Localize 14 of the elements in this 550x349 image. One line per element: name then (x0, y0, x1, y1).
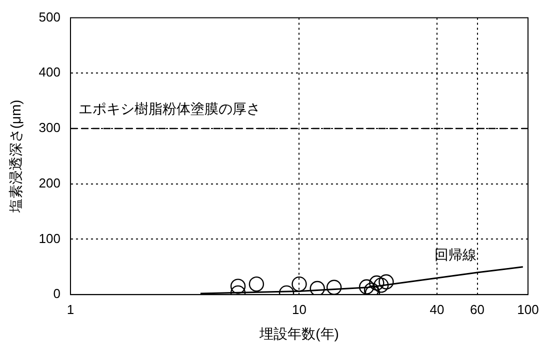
x-tick-label: 100 (517, 302, 539, 317)
y-tick-label: 0 (53, 286, 60, 302)
y-tick-label: 500 (38, 9, 60, 24)
x-tick-label: 40 (430, 302, 444, 317)
y-axis-title: 塩素浸透深さ(μm) (7, 100, 24, 214)
y-tick-label: 100 (38, 230, 60, 246)
y-tick-label: 300 (38, 120, 60, 136)
x-tick-label: 10 (292, 302, 306, 317)
x-tick-label: 1 (66, 302, 74, 317)
y-tick-label: 200 (38, 175, 60, 190)
y-tick-label: 400 (38, 64, 60, 80)
x-axis-title: 埋設年数(年) (258, 325, 339, 342)
ref-line-label: エポキシ樹脂粉体塗膜の厚さ (78, 100, 260, 116)
x-tick-label: 60 (470, 302, 484, 317)
